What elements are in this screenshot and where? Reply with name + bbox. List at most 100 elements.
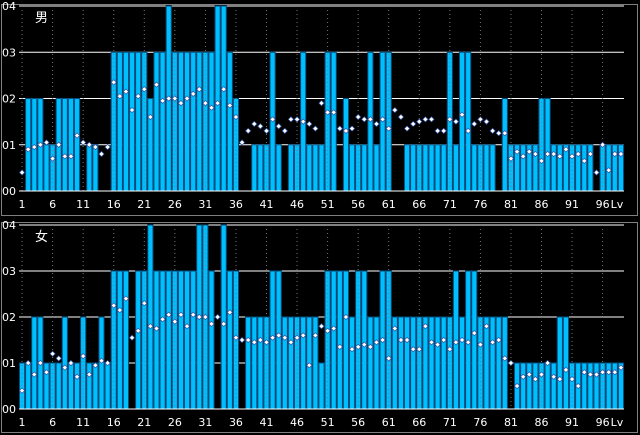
y-tick-label: 02 (2, 311, 16, 324)
bar (92, 362, 99, 410)
average-marker (25, 359, 32, 367)
x-tick-label: 66 (412, 198, 426, 211)
average-marker (177, 311, 185, 318)
bar (49, 144, 56, 192)
bar (208, 51, 215, 192)
bar (367, 316, 374, 410)
average-marker (385, 355, 392, 362)
bar (336, 270, 343, 410)
average-marker (147, 113, 154, 121)
bar (434, 316, 441, 410)
average-marker (86, 141, 93, 148)
y-tick-label: 03 (2, 46, 16, 59)
bar (593, 362, 600, 410)
bar (422, 144, 429, 192)
average-marker (153, 325, 160, 332)
bar (452, 144, 459, 192)
x-tick-label: 81 (504, 198, 518, 211)
average-marker (465, 127, 472, 134)
y-tick-label: 01 (2, 357, 16, 370)
average-marker (141, 86, 148, 93)
average-marker (550, 150, 557, 158)
average-marker (581, 369, 588, 376)
average-marker (238, 336, 246, 344)
average-marker (67, 359, 75, 367)
bar (489, 316, 496, 410)
average-marker (73, 373, 81, 380)
bar (116, 270, 123, 410)
x-tick-label: 6 (49, 416, 56, 429)
average-marker (440, 127, 447, 134)
y-tick-label: 03 (2, 265, 16, 278)
average-marker (196, 313, 203, 321)
average-marker (31, 371, 38, 378)
x-tick-label: 11 (76, 198, 90, 211)
average-marker (373, 339, 380, 346)
bar (404, 144, 411, 192)
x-tick-label: 26 (168, 198, 182, 211)
average-marker (403, 336, 411, 344)
x-tick-label: 56 (351, 416, 365, 429)
average-marker (575, 382, 582, 390)
bar (147, 224, 154, 410)
average-marker (489, 127, 496, 134)
average-marker (507, 155, 515, 162)
average-marker (312, 125, 319, 132)
bar (281, 316, 288, 410)
average-marker (361, 116, 368, 123)
x-tick-label: 51 (321, 416, 335, 429)
bar (263, 144, 270, 192)
average-marker (183, 95, 191, 102)
average-marker (190, 90, 197, 97)
bar (141, 270, 148, 410)
average-marker (31, 143, 38, 151)
average-marker (526, 371, 533, 378)
average-marker (269, 116, 276, 123)
average-marker (80, 353, 87, 360)
average-marker (80, 139, 87, 146)
bar (538, 98, 545, 192)
panel-title: 女 (35, 229, 48, 245)
bar (599, 144, 606, 192)
bar (86, 362, 93, 410)
bar (428, 316, 435, 410)
average-marker (86, 371, 93, 378)
bar (318, 362, 325, 410)
bar (104, 362, 111, 410)
bar (74, 362, 81, 410)
bar (220, 224, 227, 410)
bar (196, 51, 203, 192)
average-marker (183, 323, 191, 330)
bar (471, 270, 478, 410)
x-tick-label: 31 (198, 416, 212, 429)
average-marker (110, 302, 117, 309)
bar (294, 144, 301, 192)
x-tick-label: 96 (596, 198, 610, 211)
x-tick-label: 81 (504, 416, 518, 429)
average-marker (458, 111, 466, 118)
average-marker (434, 127, 441, 134)
bar (177, 270, 184, 410)
bar (122, 51, 129, 192)
bar (92, 144, 99, 192)
x-tick-label: 46 (290, 198, 304, 211)
average-marker (422, 116, 429, 123)
average-marker (122, 295, 130, 302)
bar (129, 51, 136, 192)
average-marker (220, 86, 227, 93)
x-tick-label: 91 (565, 198, 579, 211)
average-marker (55, 141, 62, 148)
x-tick-label: 6 (49, 198, 56, 211)
average-marker (446, 116, 453, 123)
bar (489, 144, 496, 192)
average-marker (367, 343, 374, 350)
average-marker (232, 334, 240, 341)
bar (135, 270, 142, 410)
average-marker (385, 125, 392, 132)
average-marker (312, 332, 319, 339)
x-tick-label: 61 (382, 198, 396, 211)
bar (43, 144, 50, 192)
bar (556, 316, 563, 410)
bar (501, 98, 508, 192)
average-marker (538, 371, 545, 378)
